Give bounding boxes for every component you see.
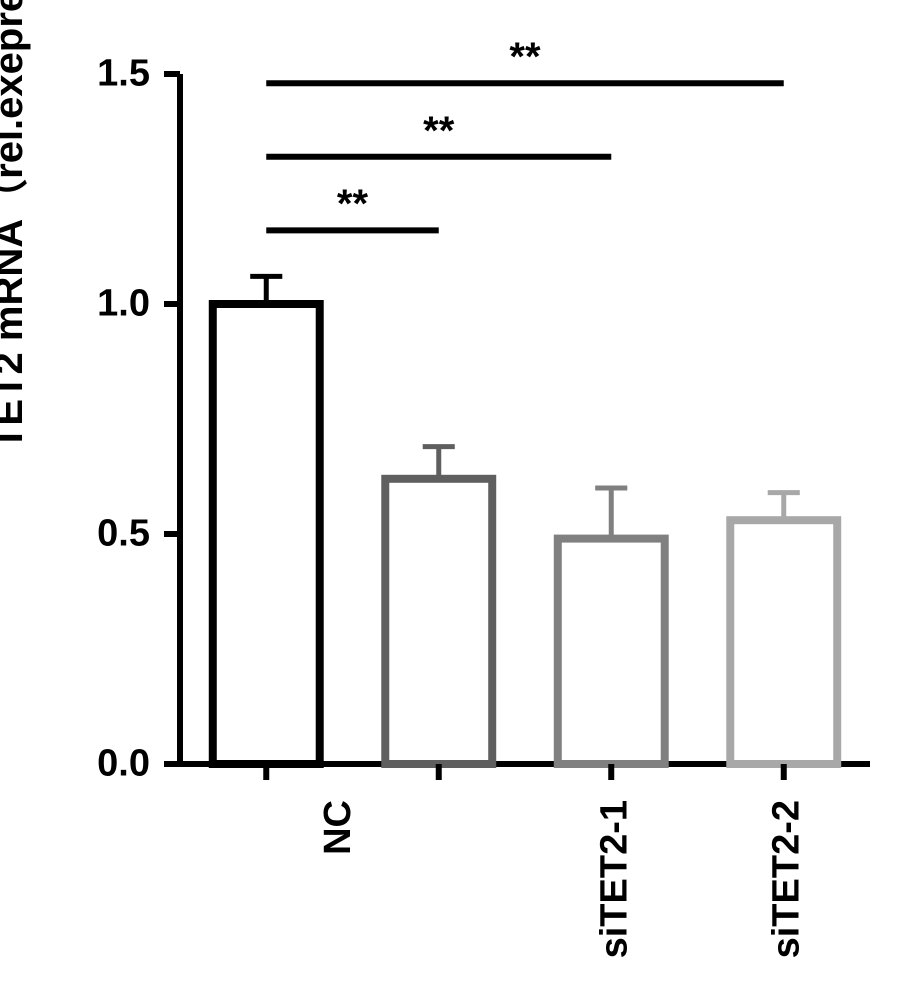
plot-area bbox=[0, 0, 897, 1000]
bar-chart: TET2 mRNA（rel.exepression） 0.00.51.01.5 … bbox=[0, 0, 897, 1000]
